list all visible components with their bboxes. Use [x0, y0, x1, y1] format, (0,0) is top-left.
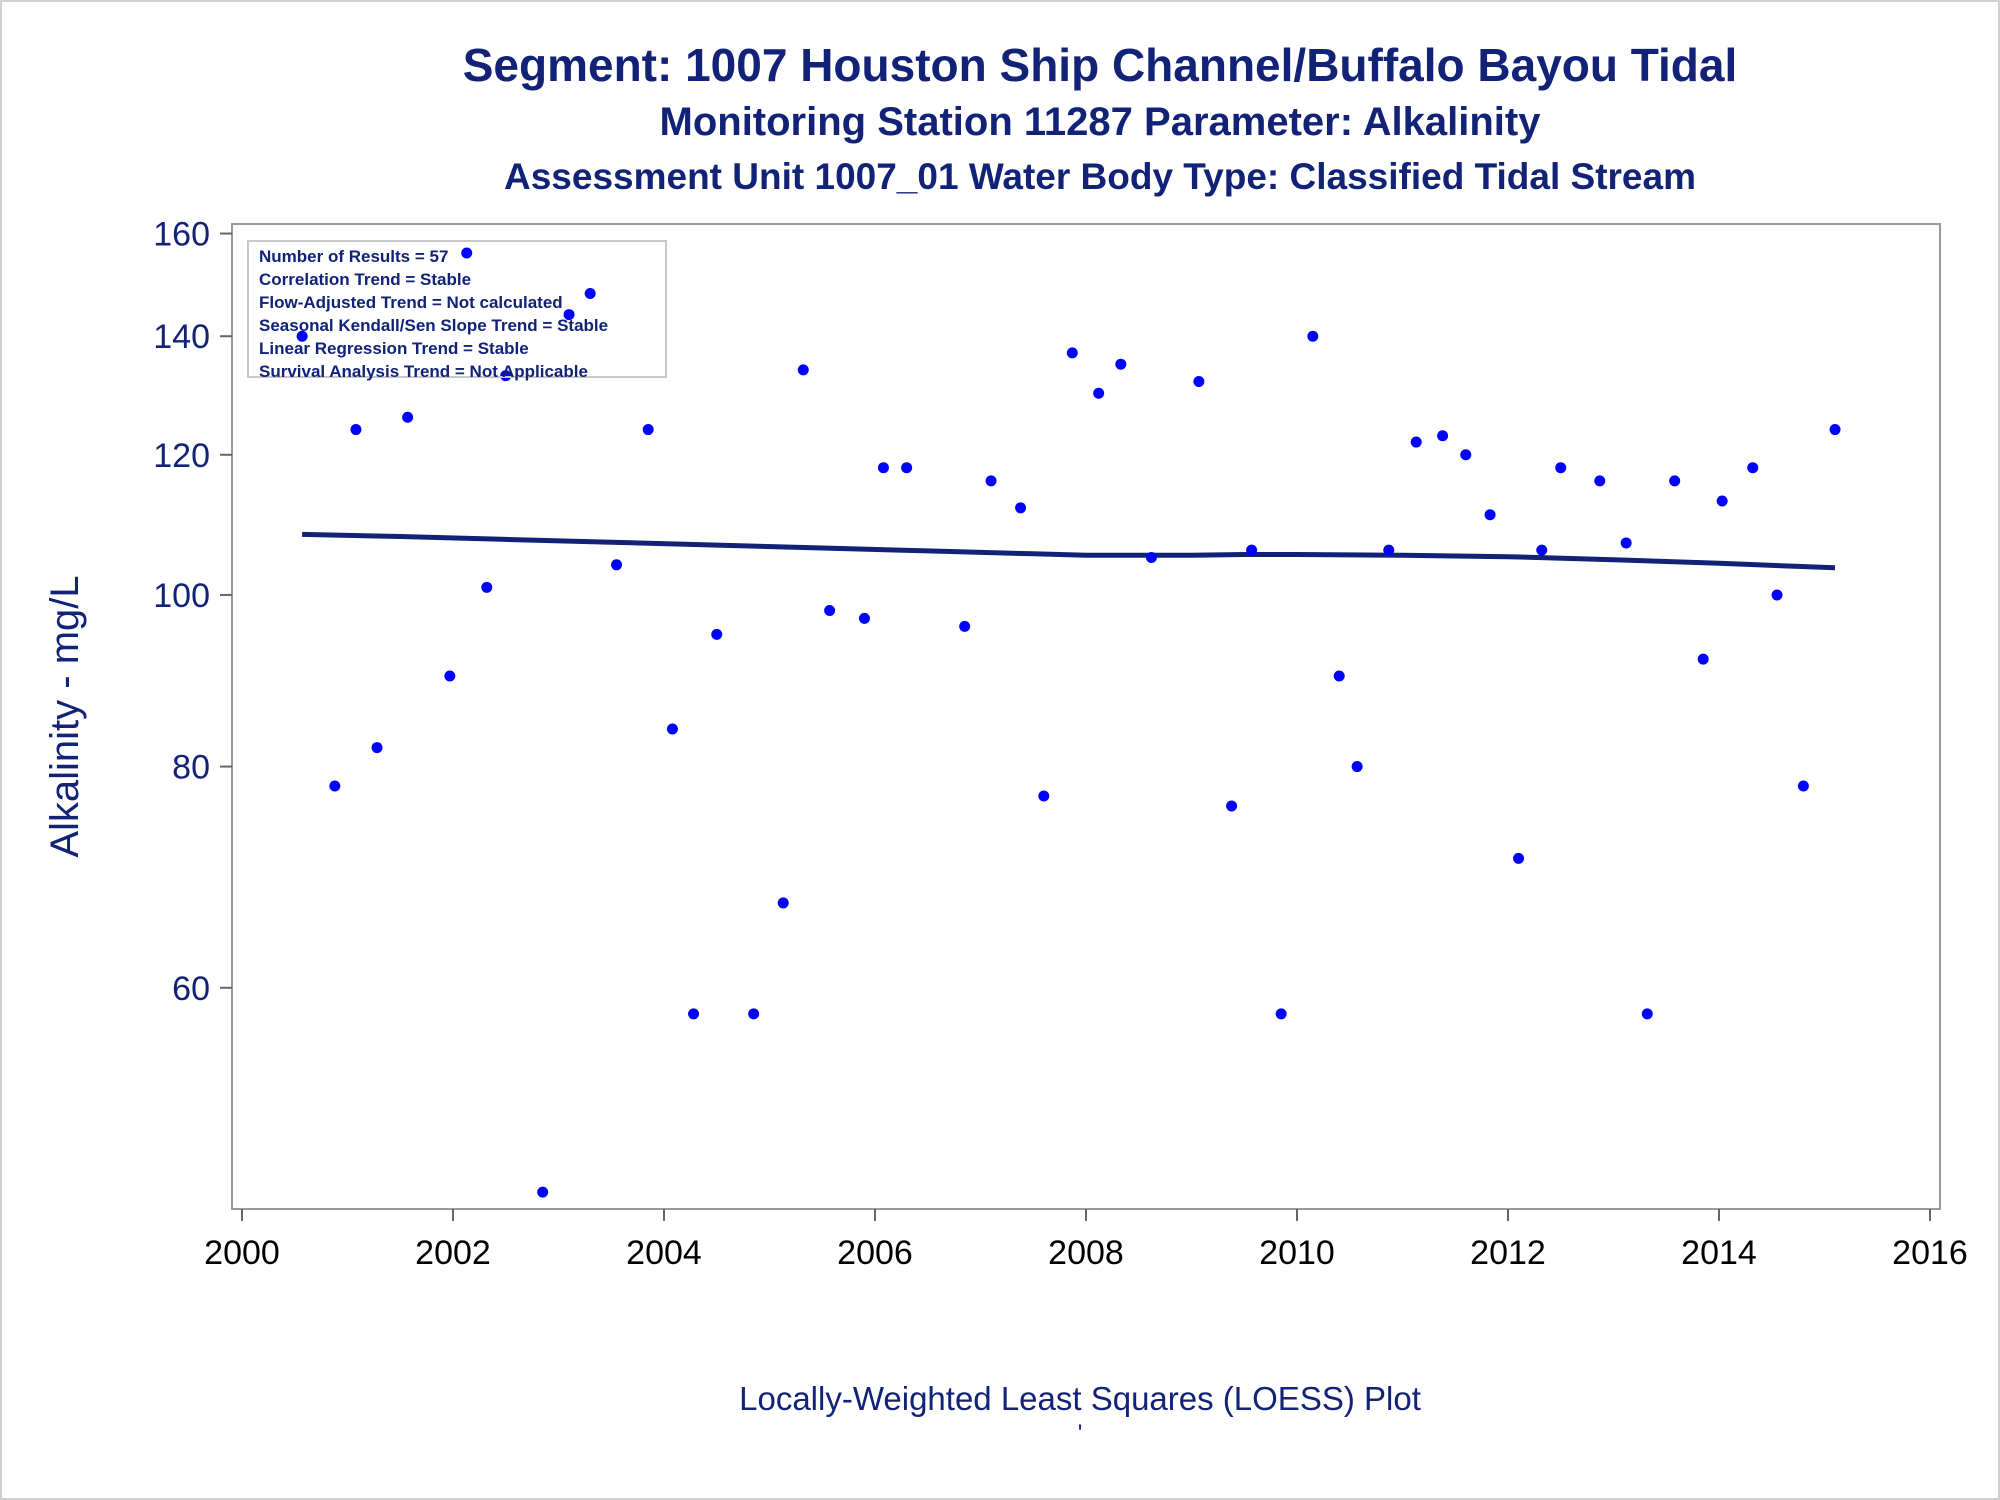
plot-caption: Locally-Weighted Least Squares (LOESS) P…	[739, 1380, 1421, 1417]
data-point	[1555, 462, 1567, 474]
data-point	[444, 670, 456, 682]
data-point	[1383, 544, 1395, 556]
data-point	[461, 247, 473, 259]
data-point	[1797, 780, 1809, 792]
data-point	[584, 288, 596, 300]
data-point	[1015, 502, 1027, 514]
x-tick-label: 2014	[1681, 1234, 1757, 1272]
data-point	[350, 424, 362, 436]
data-point	[563, 309, 575, 321]
data-point	[959, 620, 971, 632]
data-point	[1513, 852, 1525, 864]
data-point	[877, 462, 889, 474]
data-point	[642, 424, 654, 436]
x-tick-label: 2006	[837, 1234, 913, 1272]
chart-subtitle-assessment: Assessment Unit 1007_01 Water Body Type:…	[504, 156, 1696, 197]
data-point	[1460, 449, 1472, 461]
data-point	[329, 780, 341, 792]
data-point	[797, 364, 809, 376]
data-point	[1115, 358, 1127, 370]
data-point	[824, 605, 836, 617]
x-tick-label: 2000	[204, 1234, 280, 1272]
data-point	[985, 475, 997, 487]
data-point	[858, 612, 870, 624]
data-point	[1145, 551, 1157, 563]
data-point	[1771, 589, 1783, 601]
data-point	[1193, 375, 1205, 387]
data-point	[481, 581, 493, 593]
x-tick-label: 2004	[626, 1234, 702, 1272]
x-tick-label: 2016	[1892, 1234, 1968, 1272]
data-point	[1716, 495, 1728, 507]
chart-title: Segment: 1007 Houston Ship Channel/Buffa…	[462, 39, 1738, 91]
data-point	[1697, 653, 1709, 665]
y-tick-label: 100	[153, 577, 210, 615]
data-point	[901, 462, 913, 474]
data-point	[1351, 761, 1363, 773]
data-point	[748, 1008, 760, 1020]
info-line-correlation: Correlation Trend = Stable	[259, 270, 472, 289]
data-point	[1246, 544, 1258, 556]
data-point	[537, 1186, 549, 1198]
x-tick-label: 2008	[1048, 1234, 1124, 1272]
chart-subtitle-station: Monitoring Station 11287 Parameter: Alka…	[659, 100, 1541, 144]
loess-trend-line	[302, 531, 1836, 571]
data-point	[402, 411, 414, 423]
footer-mark: '	[1077, 1420, 1083, 1447]
data-point	[500, 370, 512, 382]
info-line-flow-adjusted: Flow-Adjusted Trend = Not calculated	[259, 293, 563, 312]
data-point	[1669, 475, 1681, 487]
info-line-seasonal-kendall: Seasonal Kendall/Sen Slope Trend = Stabl…	[259, 316, 609, 335]
y-tick-label: 140	[153, 318, 210, 356]
data-point	[711, 628, 723, 640]
data-point	[1437, 430, 1449, 442]
data-point	[1747, 462, 1759, 474]
data-point	[296, 330, 308, 342]
data-point	[611, 559, 623, 571]
trend-info-box: Number of Results = 57 Correlation Trend…	[247, 240, 667, 381]
data-point	[777, 897, 789, 909]
data-point	[688, 1008, 700, 1020]
x-tick-label: 2010	[1259, 1234, 1335, 1272]
data-point	[1038, 790, 1050, 802]
y-tick-label: 120	[153, 437, 210, 475]
data-point	[1093, 387, 1105, 399]
info-line-survival-analysis: Survival Analysis Trend = Not Applicable	[259, 362, 588, 381]
data-point	[1829, 424, 1841, 436]
x-tick-label: 2002	[415, 1234, 491, 1272]
data-point	[1307, 330, 1319, 342]
y-tick-label: 160	[153, 216, 210, 254]
data-point	[1410, 436, 1422, 448]
data-point	[1641, 1008, 1653, 1020]
data-point	[1536, 544, 1548, 556]
info-line-results: Number of Results = 57	[259, 247, 449, 266]
data-point	[1333, 670, 1345, 682]
data-point	[1594, 475, 1606, 487]
data-point	[1275, 1008, 1287, 1020]
x-tick-label: 2012	[1470, 1234, 1546, 1272]
data-point	[666, 723, 678, 735]
data-point	[1620, 537, 1632, 549]
y-tick-label: 60	[172, 970, 210, 1008]
data-point	[1484, 509, 1496, 521]
data-point	[1226, 800, 1238, 812]
data-point	[1066, 347, 1078, 359]
data-point	[371, 742, 383, 754]
y-axis-label: Alkalinity - mg/L	[43, 575, 87, 857]
y-tick-label: 80	[172, 749, 210, 787]
info-line-linear-regression: Linear Regression Trend = Stable	[259, 339, 529, 358]
